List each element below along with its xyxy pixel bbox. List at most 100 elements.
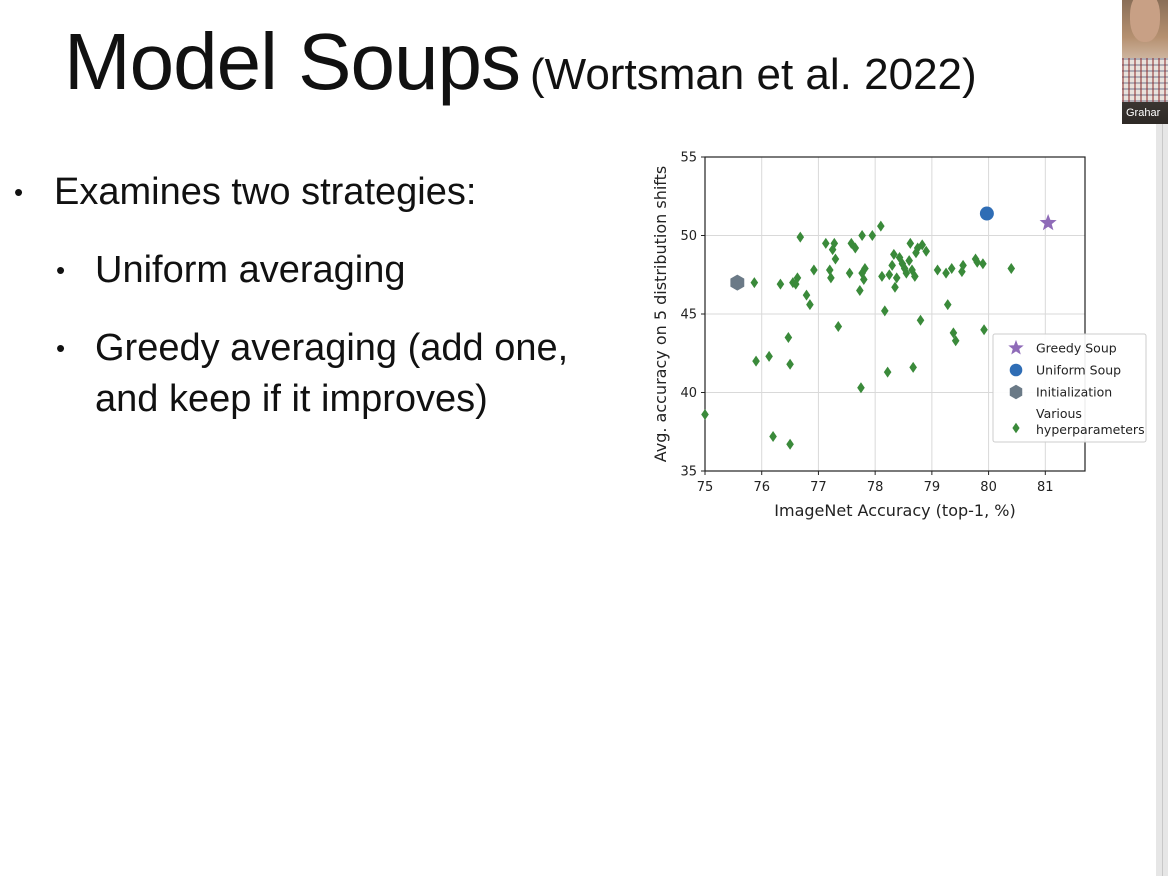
hyperparameter-point (891, 281, 899, 293)
legend-label: hyperparameters (1036, 422, 1145, 437)
initialization-point (1009, 384, 1023, 400)
hyperparameter-point (933, 264, 942, 276)
chart-legend: Greedy Soup Uniform Soup Initialization Var… (992, 333, 1147, 443)
hyperparameter-point (980, 324, 988, 336)
bullet-dot: • (56, 255, 66, 285)
hyperparameter-point (776, 278, 785, 290)
hyperparameter-point (913, 242, 922, 254)
hyperparameter-point (806, 299, 814, 311)
hyperparameter-point (845, 267, 854, 279)
hyperparameter-point (786, 358, 794, 370)
legend-label: Uniform Soup (1036, 363, 1121, 378)
y-tick-label: 45 (680, 308, 697, 323)
hyperparameter-point (909, 361, 917, 373)
hyperparameter-point (947, 262, 956, 274)
hyperparameter-point (791, 278, 800, 290)
hyperparameter-point (905, 255, 913, 267)
webcam-thumbnail[interactable]: Grahar (1122, 0, 1168, 124)
hyperparameter-point (825, 264, 834, 276)
hyperparameter-point (750, 277, 759, 289)
legend-label: Greedy Soup (1036, 341, 1117, 356)
uniform-soup-point (1009, 363, 1023, 377)
hyperparameter-point (858, 230, 866, 241)
slide-title: Model Soups (Wortsman et al. 2022) (64, 22, 977, 102)
x-tick-label: 79 (924, 480, 941, 495)
legend-box (992, 333, 1147, 443)
bullet-dot: • (56, 333, 66, 363)
hyperparameter-point (888, 259, 896, 271)
hyperparameter-point (892, 272, 901, 284)
hyperparameter-point (883, 366, 892, 378)
hyperparameter-point (860, 273, 868, 285)
hyperparameter-point (943, 299, 952, 311)
hyperparameter-point (942, 267, 950, 279)
hyperparameter-point (959, 259, 967, 271)
chart-ticks: 75 76 77 78 79 80 81 35 40 45 50 55 (680, 151, 1053, 496)
hyperparameter-point (1007, 262, 1016, 274)
hyperparameter-point (810, 264, 818, 276)
y-tick-label: 35 (680, 465, 697, 480)
hyperparameter-point (906, 237, 915, 249)
x-tick-label: 78 (867, 480, 884, 495)
title-citation: (Wortsman et al. 2022) (529, 50, 977, 99)
hyperparameter-point (834, 321, 843, 333)
uniform-soup-point (979, 206, 994, 221)
hyperparameter-point (765, 350, 773, 362)
greedy-soup-point (1039, 213, 1057, 231)
x-axis-label: ImageNet Accuracy (top-1, %) (774, 501, 1015, 520)
hyperparameter-point (902, 267, 911, 279)
hyperparameter-point (822, 237, 830, 249)
hyperparameter-point (857, 382, 865, 394)
legend-label: Various (1036, 406, 1082, 421)
hyperparameter-point (701, 408, 709, 420)
hyperparameter-point (922, 245, 930, 257)
hyperparameter-point (885, 269, 894, 281)
x-tick-label: 77 (810, 480, 827, 495)
hyperparameter-point (908, 264, 916, 276)
hyperparameter-point (918, 239, 927, 251)
greedy-soup-point (1008, 339, 1024, 355)
hyperparameter-point (830, 237, 839, 249)
bullet-dot: • (14, 177, 24, 207)
hyperparameter-point (769, 430, 777, 442)
hyperparameter-point (786, 438, 794, 450)
webcam-shirt (1122, 58, 1168, 102)
hyperparameter-point (827, 272, 835, 284)
hyperparameter-point (878, 270, 886, 282)
hyperparameter-point (802, 289, 811, 301)
hyperparameter-point (916, 314, 925, 326)
title-main: Model Soups (64, 17, 521, 106)
x-tick-label: 80 (980, 480, 997, 495)
hyperparameter-point (851, 242, 860, 254)
hyperparameter-point (868, 230, 877, 241)
webcam-person (1130, 0, 1160, 42)
x-tick-label: 81 (1037, 480, 1054, 495)
y-tick-label: 55 (680, 151, 697, 166)
hyperparameter-point (979, 258, 987, 270)
bullet-sub-greedy-continuation: and keep if it improves) (95, 378, 488, 420)
hyperparameter-point (1012, 422, 1020, 434)
side-panel-divider (1162, 124, 1163, 876)
y-tick-label: 50 (680, 229, 697, 244)
y-axis-label: Avg. accuracy on 5 distribution shifts (651, 166, 670, 463)
hyperparameter-point (951, 335, 960, 347)
hyperparameter-point (784, 332, 793, 344)
hyperparameter-point (877, 220, 885, 232)
hyperparameter-point (831, 253, 840, 265)
legend-label: Initialization (1036, 385, 1112, 400)
scatter-chart: 75 76 77 78 79 80 81 35 40 45 50 55 ImageNet Accura… (651, 151, 1147, 520)
bullet-main-text: Examines two strategies: (54, 171, 477, 213)
hyperparameter-point (911, 270, 919, 282)
bullet-sub-uniform-text: Uniform averaging (95, 249, 406, 291)
hyperparameter-point (752, 355, 760, 367)
initialization-point (730, 274, 745, 291)
hyperparameter-point (973, 256, 982, 268)
webcam-name-label: Grahar (1122, 102, 1168, 124)
x-tick-label: 75 (697, 480, 714, 495)
hyperparameter-point (880, 305, 889, 317)
hyperparameter-point (856, 284, 864, 296)
hyperparameter-point (796, 231, 805, 243)
hyperparameter-point (789, 277, 797, 289)
y-tick-label: 40 (680, 386, 697, 401)
hyperparameter-point (949, 327, 958, 339)
